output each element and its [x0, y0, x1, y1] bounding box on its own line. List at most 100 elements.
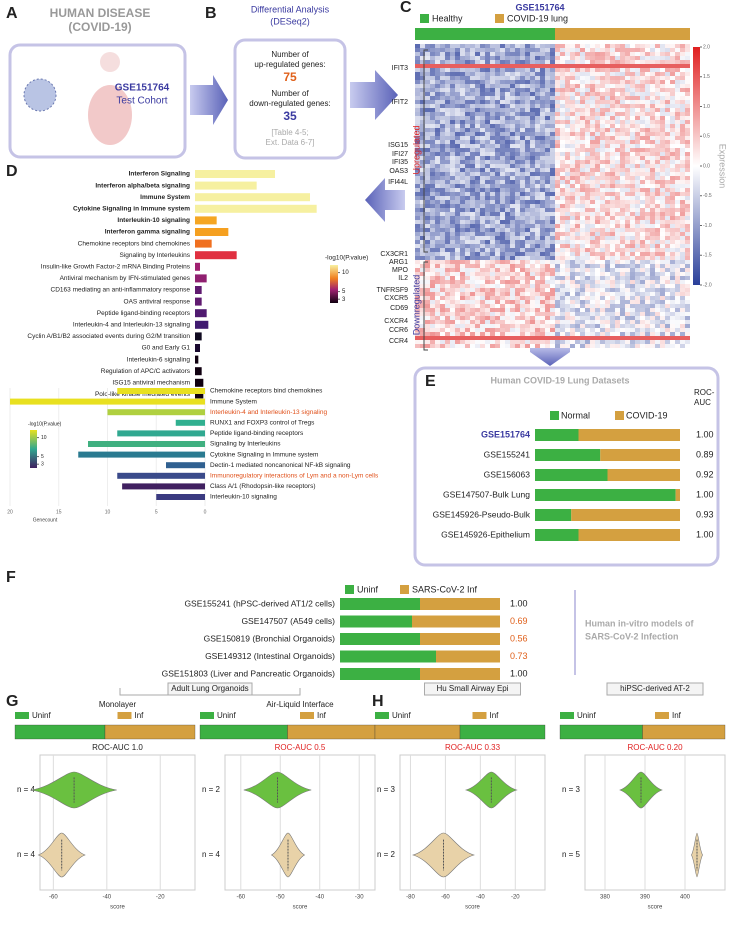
heatmap-cell — [580, 300, 585, 304]
heatmap-cell — [550, 116, 555, 120]
heatmap-cell — [675, 304, 680, 308]
heatmap-cell — [420, 264, 425, 268]
heatmap-cell — [465, 44, 470, 48]
heatmap-cell — [620, 340, 625, 344]
heatmap-cell — [575, 292, 580, 296]
heatmap-cell — [420, 56, 425, 60]
heatmap-cell — [495, 192, 500, 196]
heatmap-cell — [470, 244, 475, 248]
x-tick-label: -60 — [49, 895, 58, 901]
heatmap-cell — [625, 172, 630, 176]
heatmap-cell — [520, 44, 525, 48]
heatmap-cell — [670, 240, 675, 244]
heatmap-cell — [585, 340, 590, 344]
heatmap-cell — [675, 332, 680, 336]
x-tick-label: -50 — [276, 895, 285, 901]
gene-label: CXCR5 — [384, 295, 408, 302]
heatmap-cell — [490, 172, 495, 176]
heatmap-cell — [465, 336, 470, 340]
heatmap-cell — [480, 276, 485, 280]
heatmap-cell — [560, 200, 565, 204]
heatmap-cell — [480, 324, 485, 328]
heatmap-cell — [565, 248, 570, 252]
heatmap-cell — [530, 264, 535, 268]
heatmap-cell — [685, 228, 690, 232]
heatmap-cell — [485, 296, 490, 300]
heatmap-cell — [440, 144, 445, 148]
heatmap-cell — [530, 224, 535, 228]
heatmap-cell — [655, 84, 660, 88]
heatmap-cell — [470, 100, 475, 104]
heatmap-cell — [625, 344, 630, 348]
heatmap-cell — [505, 176, 510, 180]
heatmap-cell — [610, 72, 615, 76]
heatmap-cell — [430, 192, 435, 196]
heatmap-cell — [430, 184, 435, 188]
group-label: Upregulated — [411, 125, 421, 174]
heatmap-cell — [440, 328, 445, 332]
heatmap-cell — [430, 312, 435, 316]
heatmap-cell — [580, 104, 585, 108]
heatmap-cell — [565, 332, 570, 336]
heatmap-cell — [425, 284, 430, 288]
heatmap-cell — [590, 196, 595, 200]
heatmap-cell — [630, 260, 635, 264]
heatmap-cell — [415, 52, 420, 56]
heatmap-cell — [540, 156, 545, 160]
heatmap-cell — [555, 164, 560, 168]
gene-label: CCR4 — [389, 338, 408, 345]
heatmap-cell — [635, 64, 640, 68]
heatmap-cell — [585, 44, 590, 48]
heatmap-cell — [560, 148, 565, 152]
heatmap-cell — [670, 120, 675, 124]
heatmap-cell — [655, 296, 660, 300]
heatmap-cell — [665, 76, 670, 80]
heatmap-cell — [450, 280, 455, 284]
heatmap-cell — [645, 240, 650, 244]
legend-label: Uninf — [32, 711, 51, 720]
heatmap-cell — [485, 312, 490, 316]
heatmap-cell — [510, 136, 515, 140]
heatmap-cell — [665, 312, 670, 316]
heatmap-cell — [505, 256, 510, 260]
heatmap-cell — [585, 316, 590, 320]
heatmap-cell — [460, 48, 465, 52]
heatmap-cell — [580, 92, 585, 96]
heatmap-cell — [585, 160, 590, 164]
heatmap-cell — [415, 264, 420, 268]
heatmap-cell — [490, 116, 495, 120]
heatmap-cell — [595, 112, 600, 116]
heatmap-cell — [450, 344, 455, 348]
panel-label: F — [6, 569, 16, 586]
panel-label: E — [425, 373, 436, 390]
heatmap-cell — [605, 208, 610, 212]
heatmap-cell — [575, 224, 580, 228]
bar-label: Interferon Signaling — [129, 171, 190, 178]
heatmap-cell — [475, 188, 480, 192]
heatmap-cell — [630, 276, 635, 280]
heatmap-cell — [500, 100, 505, 104]
heatmap-cell — [515, 160, 520, 164]
heatmap-cell — [495, 220, 500, 224]
heatmap-cell — [505, 320, 510, 324]
heatmap-cell — [425, 120, 430, 124]
heatmap-cell — [580, 152, 585, 156]
heatmap-cell — [500, 264, 505, 268]
heatmap-cell — [540, 124, 545, 128]
heatmap-cell — [615, 176, 620, 180]
heatmap-cell — [415, 196, 420, 200]
heatmap-cell — [675, 112, 680, 116]
heatmap-cell — [585, 180, 590, 184]
heatmap-cell — [490, 228, 495, 232]
heatmap-cell — [600, 224, 605, 228]
heatmap-cell — [445, 188, 450, 192]
heatmap-cell — [415, 252, 420, 256]
heatmap-cell — [440, 56, 445, 60]
heatmap-cell — [620, 304, 625, 308]
heatmap-cell — [560, 68, 565, 72]
heatmap-cell — [455, 284, 460, 288]
heatmap-cell — [495, 272, 500, 276]
heatmap-cell — [575, 288, 580, 292]
heatmap-cell — [520, 136, 525, 140]
heatmap-cell — [495, 312, 500, 316]
